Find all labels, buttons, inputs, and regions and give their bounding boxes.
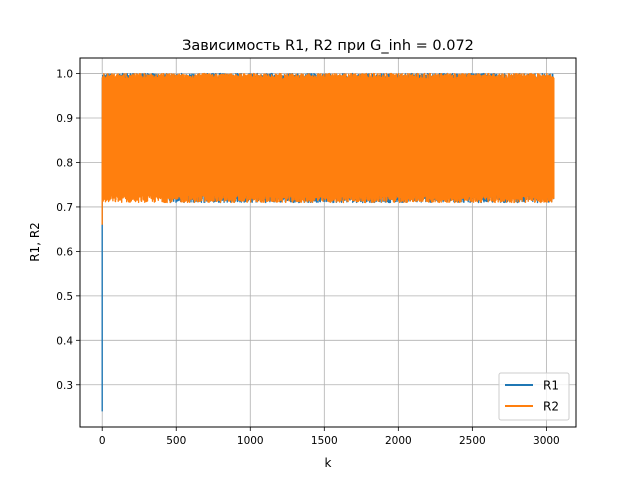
x-tick-label: 2500 bbox=[459, 435, 486, 447]
axes-frame bbox=[79, 57, 577, 428]
y-tick-label: 0.6 bbox=[56, 246, 73, 258]
x-tick-label: 0 bbox=[99, 435, 106, 447]
series-layer bbox=[101, 72, 555, 412]
chart-title: Зависимость R1, R2 при G_inh = 0.072 bbox=[182, 38, 474, 54]
legend-label-r2: R2 bbox=[543, 400, 559, 414]
x-axis-ticks: 0 500 1000 1500 2000 2500 3000 bbox=[99, 427, 560, 447]
y-tick-label: 0.4 bbox=[56, 335, 73, 347]
x-axis-label: k bbox=[325, 456, 332, 470]
y-tick-label: 1.0 bbox=[56, 69, 73, 81]
legend-label-r1: R1 bbox=[543, 379, 559, 393]
y-axis-label: R1, R2 bbox=[28, 222, 42, 262]
y-axis-ticks: 0.3 0.4 0.5 0.6 0.7 0.8 0.9 1.0 bbox=[56, 69, 80, 392]
y-tick-label: 0.7 bbox=[56, 202, 73, 214]
y-tick-label: 0.5 bbox=[56, 291, 73, 303]
x-tick-label: 1500 bbox=[311, 435, 338, 447]
series-line-r2 bbox=[101, 72, 555, 225]
x-tick-label: 500 bbox=[166, 435, 186, 447]
x-tick-label: 1000 bbox=[237, 435, 264, 447]
y-tick-label: 0.9 bbox=[56, 113, 73, 125]
y-tick-label: 0.8 bbox=[56, 157, 73, 169]
y-tick-label: 0.3 bbox=[56, 380, 73, 392]
x-tick-label: 3000 bbox=[533, 435, 560, 447]
legend: R1 R2 bbox=[498, 372, 570, 421]
x-tick-label: 2000 bbox=[385, 435, 412, 447]
